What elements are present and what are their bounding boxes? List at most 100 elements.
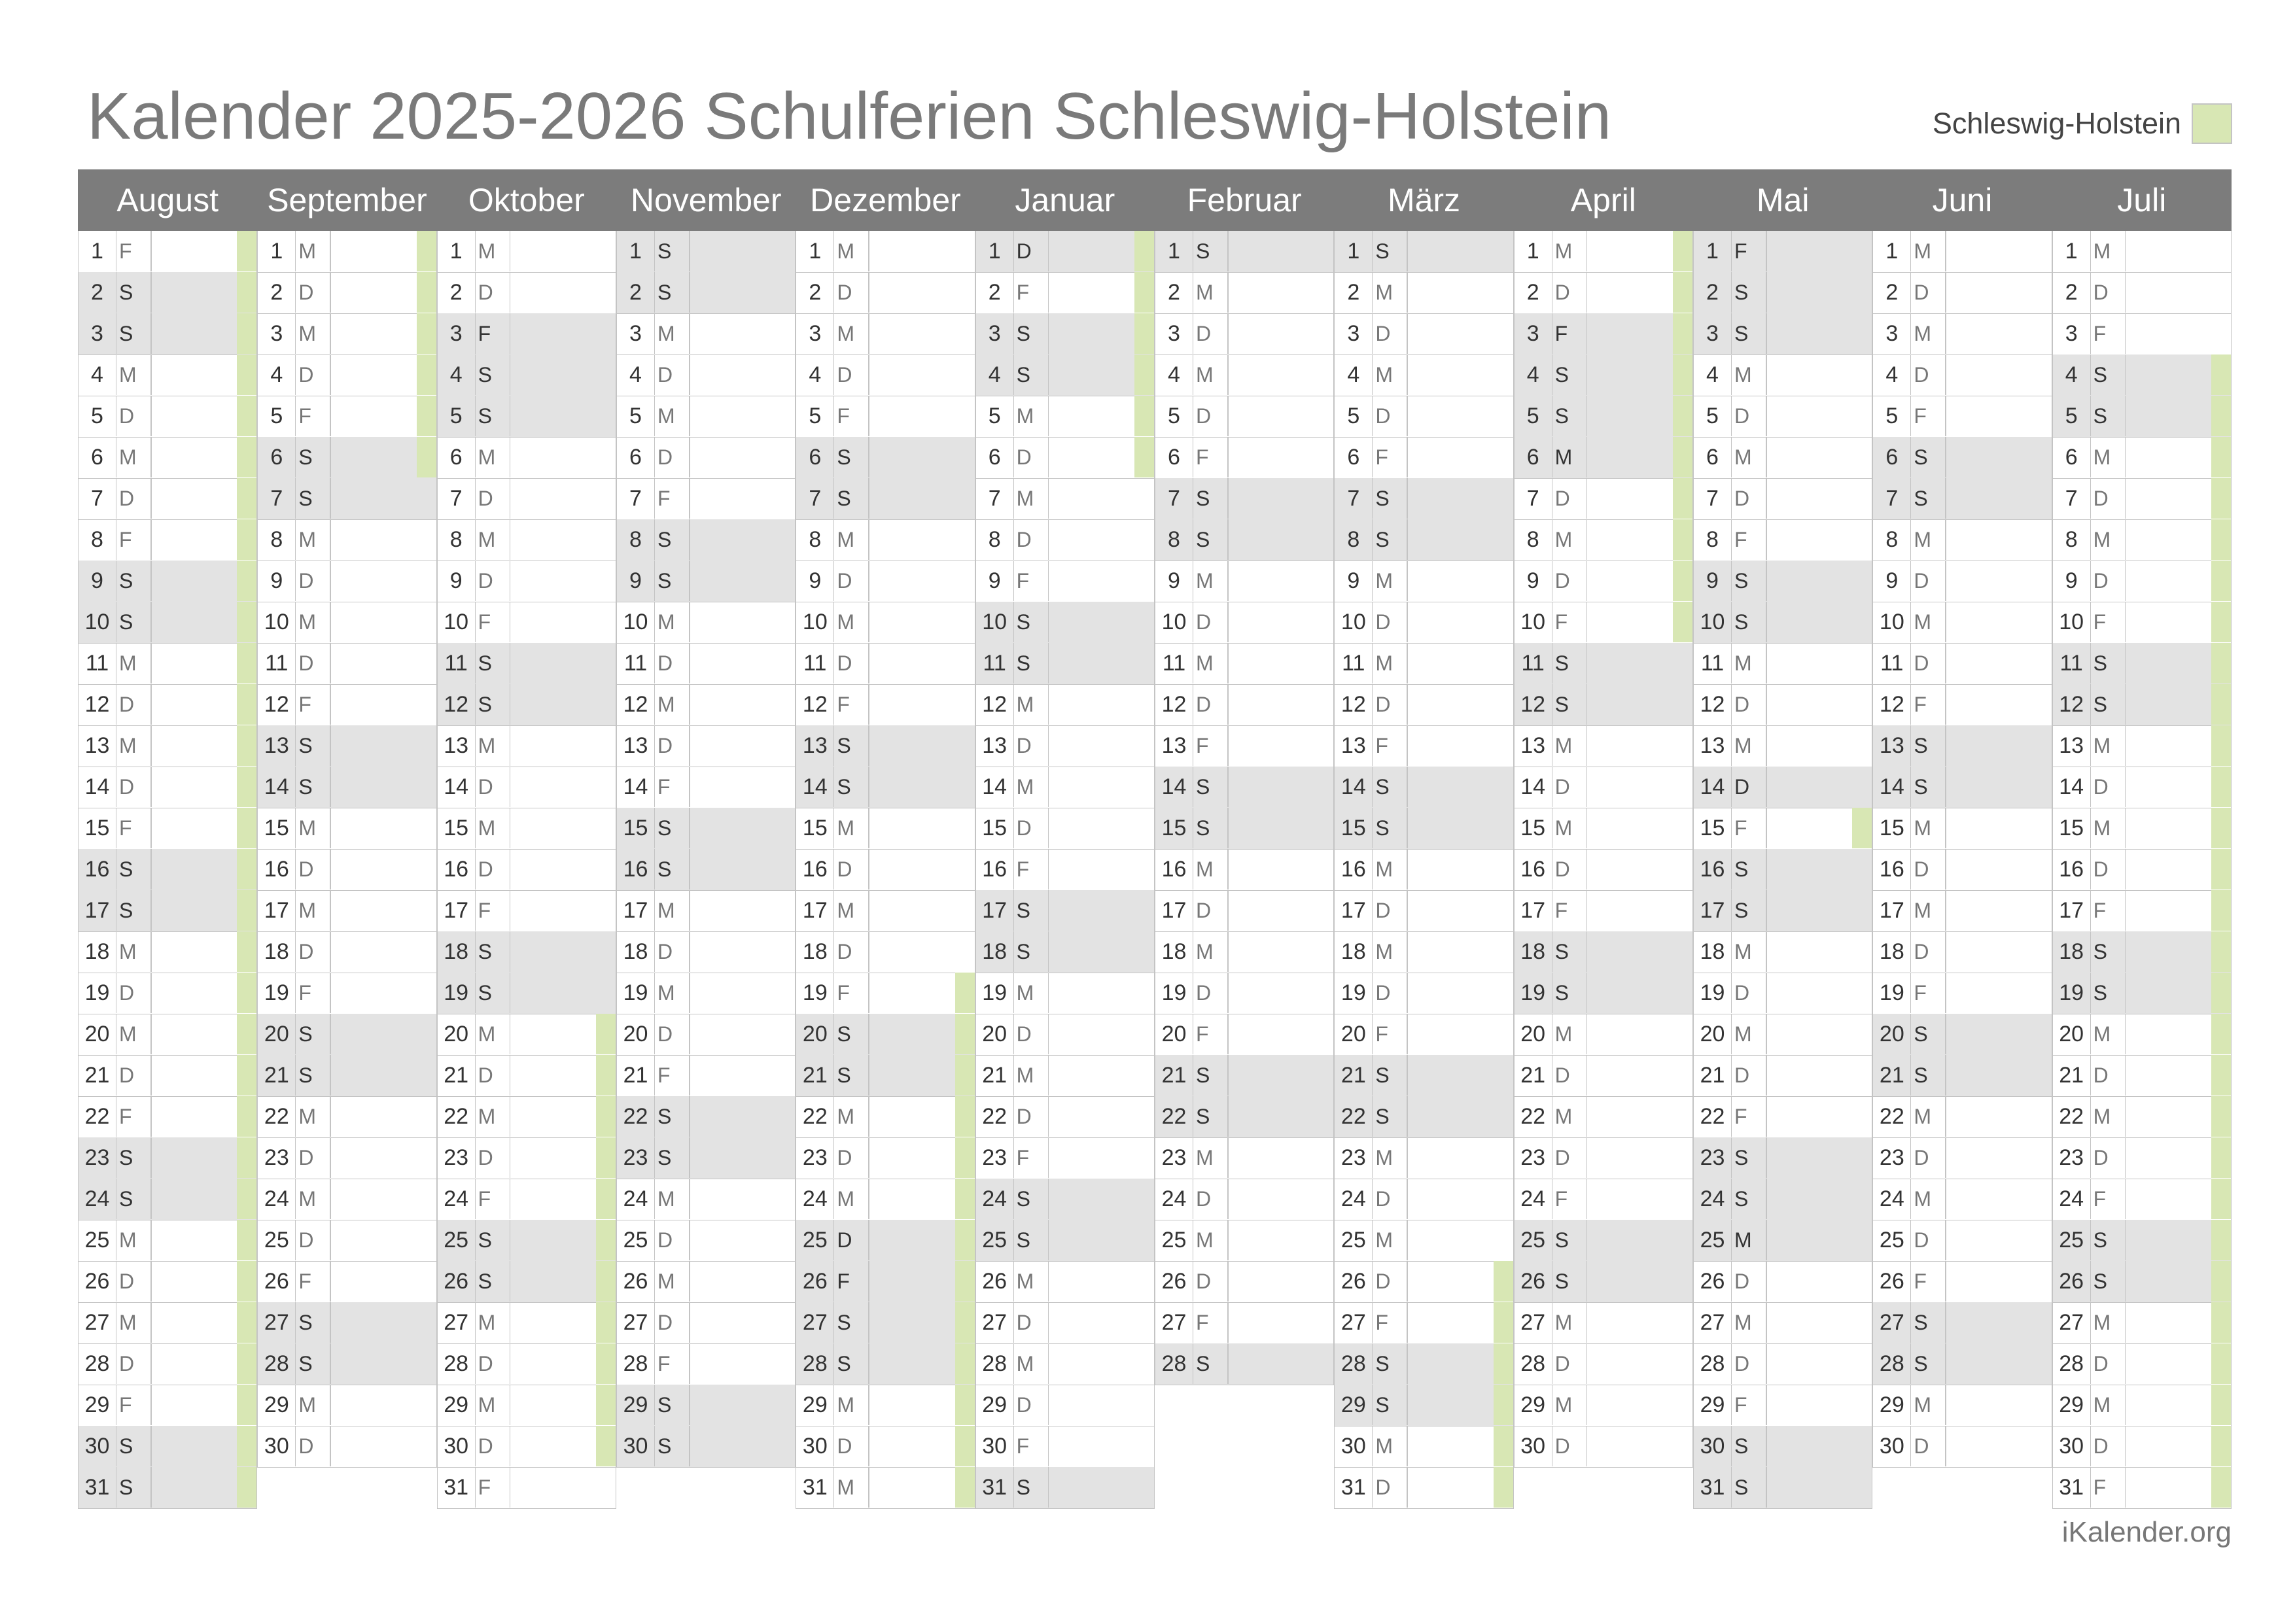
cell-divider: [1945, 684, 1946, 725]
weekday-abbrev: D: [1734, 693, 1750, 716]
cell-divider: [1047, 684, 1049, 725]
day-cell: 22 S: [1334, 1096, 1514, 1138]
weekday-abbrev: S: [119, 322, 133, 345]
day-number: 24: [1335, 1179, 1373, 1219]
day-number: 8: [617, 519, 655, 560]
weekday-abbrev: F: [1554, 899, 1568, 922]
cell-divider: [2124, 561, 2126, 601]
day-number: 22: [976, 1096, 1014, 1137]
weekday-abbrev: M: [1914, 1105, 1931, 1128]
day-number: 1: [2053, 231, 2091, 271]
day-cell: 13 F: [1334, 725, 1514, 767]
holiday-marker: [237, 1137, 257, 1178]
day-cell: 25 S: [975, 1220, 1155, 1262]
weekday-abbrev: M: [478, 734, 496, 757]
holiday-marker: [1134, 396, 1154, 436]
holiday-marker: [237, 231, 257, 271]
cell-divider: [689, 354, 690, 395]
holiday-marker: [237, 1220, 257, 1260]
day-cell: 25 D: [796, 1220, 975, 1262]
day-cell: 27 S: [257, 1302, 437, 1344]
weekday-abbrev: D: [1914, 1228, 1929, 1252]
day-cell: 30 S: [1693, 1426, 1873, 1468]
day-number: 6: [1873, 437, 1912, 477]
day-cell: 14 F: [616, 767, 796, 808]
cell-divider: [689, 1179, 690, 1219]
cell-divider: [1945, 1261, 1946, 1302]
cell-divider: [1766, 478, 1767, 519]
cell-divider: [509, 1055, 511, 1096]
day-cell: 17 S: [1693, 890, 1873, 932]
day-cell: 24 F: [2052, 1179, 2232, 1220]
day-cell: 16 F: [975, 849, 1155, 891]
day-cell: 10 S: [1693, 602, 1873, 644]
day-cell: 24 S: [78, 1179, 258, 1220]
month-header: August: [116, 182, 219, 218]
day-number: 8: [1515, 519, 1552, 560]
holiday-marker: [416, 313, 436, 354]
day-number: 2: [1873, 272, 1912, 313]
day-number: 11: [976, 643, 1014, 683]
holiday-marker: [237, 561, 257, 601]
day-number: 21: [796, 1055, 835, 1096]
holiday-marker: [2211, 1302, 2231, 1343]
day-number: 26: [796, 1261, 835, 1302]
day-cell: 20 M: [1693, 1014, 1873, 1056]
holiday-marker: [237, 643, 257, 683]
day-cell: 23 D: [1872, 1137, 2052, 1179]
weekday-abbrev: S: [837, 1063, 851, 1087]
cell-divider: [1227, 478, 1229, 519]
day-cell: 25 M: [1155, 1220, 1335, 1262]
weekday-abbrev: M: [837, 1476, 854, 1499]
holiday-marker: [595, 1302, 616, 1343]
cell-divider: [1766, 396, 1767, 436]
cell-divider: [868, 890, 869, 931]
cell-divider: [2124, 643, 2126, 683]
day-cell: 15 F: [78, 808, 258, 850]
day-number: 2: [1515, 272, 1552, 313]
legend: Schleswig-Holstein: [1933, 101, 2232, 146]
day-cell: 24 M: [616, 1179, 796, 1220]
weekday-abbrev: S: [657, 569, 672, 593]
weekday-abbrev: D: [119, 775, 135, 799]
weekday-abbrev: D: [837, 1228, 852, 1252]
day-number: 26: [1694, 1261, 1732, 1302]
cell-divider: [1586, 1220, 1588, 1260]
holiday-marker: [595, 1014, 616, 1054]
cell-divider: [1586, 1261, 1588, 1302]
day-cell: 14 D: [2052, 767, 2232, 808]
cell-divider: [1407, 1220, 1408, 1260]
day-cell: 31 F: [436, 1467, 616, 1509]
cell-divider: [150, 890, 152, 931]
cell-divider: [868, 808, 869, 848]
weekday-abbrev: S: [1375, 1352, 1390, 1375]
holiday-marker: [2211, 1426, 2231, 1466]
weekday-abbrev: S: [1734, 322, 1749, 345]
day-number: 28: [258, 1343, 296, 1384]
weekday-abbrev: F: [837, 693, 850, 716]
day-number: 22: [438, 1096, 476, 1137]
weekday-abbrev: D: [657, 363, 673, 387]
cell-divider: [1047, 1343, 1049, 1384]
day-cell: 30 D: [1513, 1426, 1693, 1468]
day-number: 19: [1155, 973, 1193, 1013]
day-number: 6: [617, 437, 655, 477]
cell-divider: [2124, 1014, 2126, 1054]
weekday-abbrev: M: [119, 363, 137, 387]
day-cell: 21 D: [2052, 1055, 2232, 1097]
day-cell: 28 F: [616, 1343, 796, 1385]
cell-divider: [150, 354, 152, 395]
day-cell: 27 M: [1513, 1302, 1693, 1344]
weekday-abbrev: D: [657, 1022, 673, 1046]
day-cell: 15 M: [1513, 808, 1693, 850]
day-number: 15: [438, 808, 476, 848]
weekday-abbrev: S: [2093, 940, 2107, 963]
cell-divider: [689, 890, 690, 931]
